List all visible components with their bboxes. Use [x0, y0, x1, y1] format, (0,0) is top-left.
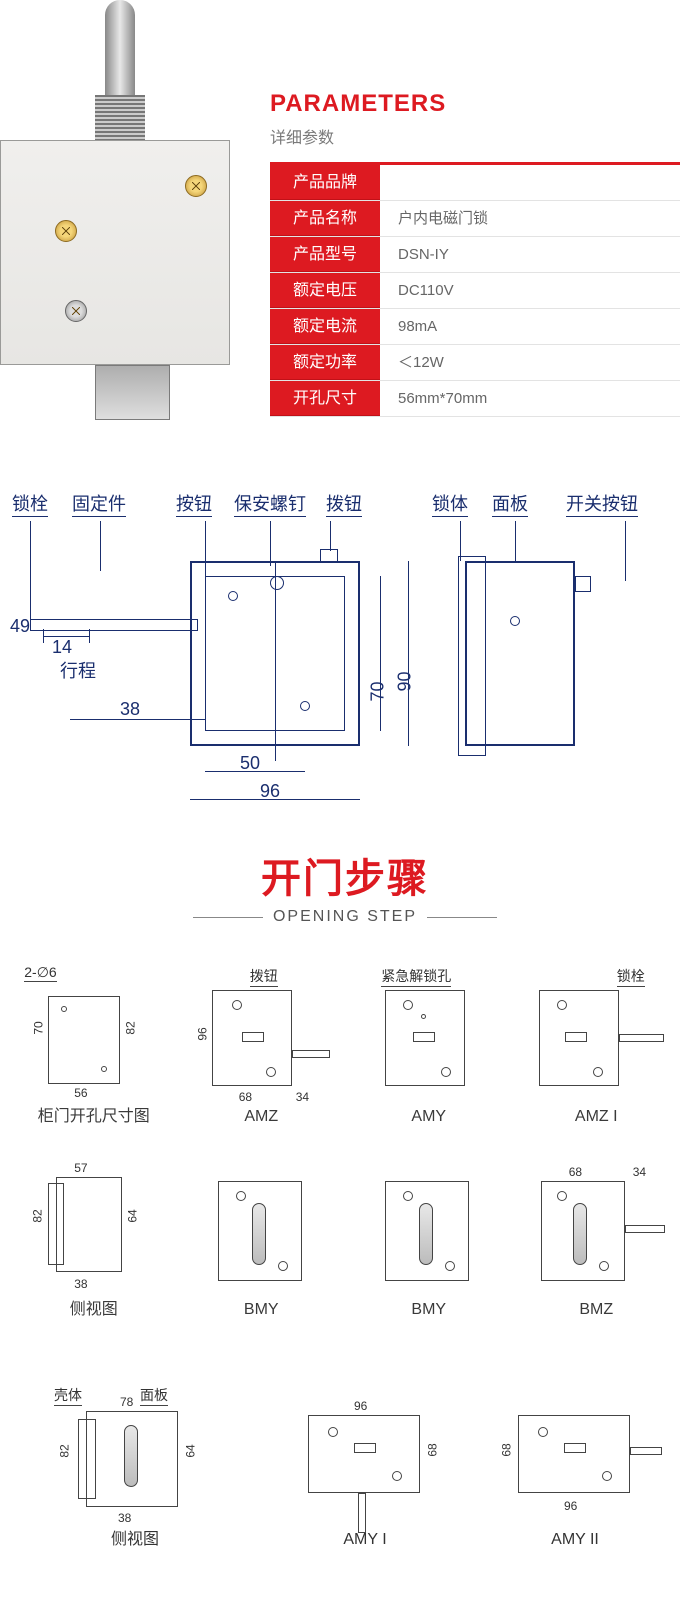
mini-diagram: [194, 1165, 329, 1295]
param-val: DC110V: [380, 273, 680, 308]
mini-diagram: 锁栓: [529, 972, 664, 1102]
param-key: 产品名称: [270, 201, 380, 236]
param-row: 产品型号DSN-IY: [270, 237, 680, 273]
mini-diagram: 拨钮 96 68 34: [194, 972, 329, 1102]
param-row: 额定电流98mA: [270, 309, 680, 345]
callout: 按钮: [176, 490, 212, 517]
param-row: 额定电压DC110V: [270, 273, 680, 309]
callout: 锁体: [432, 490, 468, 517]
step-heading-en: OPENING STEP: [273, 908, 417, 926]
mini-caption: AMY: [411, 1108, 446, 1126]
callout: 锁栓: [12, 490, 48, 517]
param-key: 额定功率: [270, 345, 380, 380]
param-key: 额定电压: [270, 273, 380, 308]
param-key: 额定电流: [270, 309, 380, 344]
param-val: 56mm*70mm: [380, 381, 680, 416]
param-row: 开孔尺寸56mm*70mm: [270, 381, 680, 417]
callout: 开关按钮: [566, 490, 638, 517]
param-key: 产品品牌: [270, 165, 380, 200]
dimension-drawing: 49 14 行程 38 50 96 70 90: [10, 521, 680, 811]
mini-caption: AMY II: [551, 1531, 599, 1549]
product-photo: [0, 0, 260, 440]
mini-caption: AMY I: [343, 1531, 386, 1549]
mini-diagram: 2-∅6 70 82 56: [26, 966, 161, 1096]
mini-diagram: 紧急解锁孔: [361, 972, 496, 1102]
dimension-callouts: 锁栓 固定件 按钮 保安螺钉 拨钮 锁体 面板 开关按钮: [10, 490, 680, 517]
param-val: ＜12W: [380, 345, 680, 380]
mini-diagram: 68 34: [529, 1165, 664, 1295]
param-row: 产品名称户内电磁门锁: [270, 201, 680, 237]
mini-caption: 侧视图: [70, 1295, 118, 1319]
mini-diagram: [361, 1165, 496, 1295]
callout: 固定件: [72, 490, 126, 517]
param-row: 额定功率＜12W: [270, 345, 680, 381]
dim-h70: 70: [368, 681, 389, 701]
dim-w14: 14: [52, 637, 72, 658]
parameters-section: PARAMETERS 详细参数 产品品牌 产品名称户内电磁门锁 产品型号DSN-…: [0, 0, 690, 460]
param-key: 产品型号: [270, 237, 380, 272]
callout: 拨钮: [326, 490, 362, 517]
dimension-diagram-section: 锁栓 固定件 按钮 保安螺钉 拨钮 锁体 面板 开关按钮: [0, 460, 690, 821]
parameters-heading-en: PARAMETERS: [270, 90, 680, 118]
diagram-grid-row1: 2-∅6 70 82 56 柜门开孔尺寸图 拨钮 96 68 34 AMZ 紧急…: [0, 941, 690, 1349]
opening-step-heading: 开门步骤 OPENING STEP: [0, 821, 690, 941]
mini-diagram: 57 82 64 38: [26, 1159, 161, 1289]
diagram-grid-row3: 壳体 面板 78 82 64 38 侧视图 96 68 AMY I: [0, 1349, 690, 1579]
mini-diagram: 96 68: [490, 1395, 660, 1525]
mini-caption: AMZ: [244, 1108, 278, 1126]
callout: 面板: [492, 490, 528, 517]
mini-caption: 侧视图: [111, 1525, 159, 1549]
mini-diagram: 96 68: [280, 1395, 450, 1525]
mini-caption: BMY: [244, 1301, 279, 1319]
mini-caption: BMY: [411, 1301, 446, 1319]
param-val: 户内电磁门锁: [380, 201, 680, 236]
parameters-table: 产品品牌 产品名称户内电磁门锁 产品型号DSN-IY 额定电压DC110V 额定…: [270, 162, 680, 417]
dim-h90: 90: [395, 671, 416, 691]
param-val: [380, 165, 680, 200]
mini-diagram: 壳体 面板 78 82 64 38: [50, 1389, 220, 1519]
callout: 保安螺钉: [234, 490, 306, 517]
dim-h49: 49: [10, 616, 30, 637]
parameters-heading-cn: 详细参数: [270, 124, 680, 148]
mini-caption: AMZ I: [575, 1108, 618, 1126]
param-key: 开孔尺寸: [270, 381, 380, 416]
param-val: DSN-IY: [380, 237, 680, 272]
mini-caption: BMZ: [579, 1301, 613, 1319]
dim-stroke: 行程: [60, 657, 96, 683]
dim-w38: 38: [120, 699, 140, 720]
param-row: 产品品牌: [270, 165, 680, 201]
param-val: 98mA: [380, 309, 680, 344]
step-heading-cn: 开门步骤: [0, 846, 690, 904]
mini-caption: 柜门开孔尺寸图: [38, 1102, 150, 1126]
